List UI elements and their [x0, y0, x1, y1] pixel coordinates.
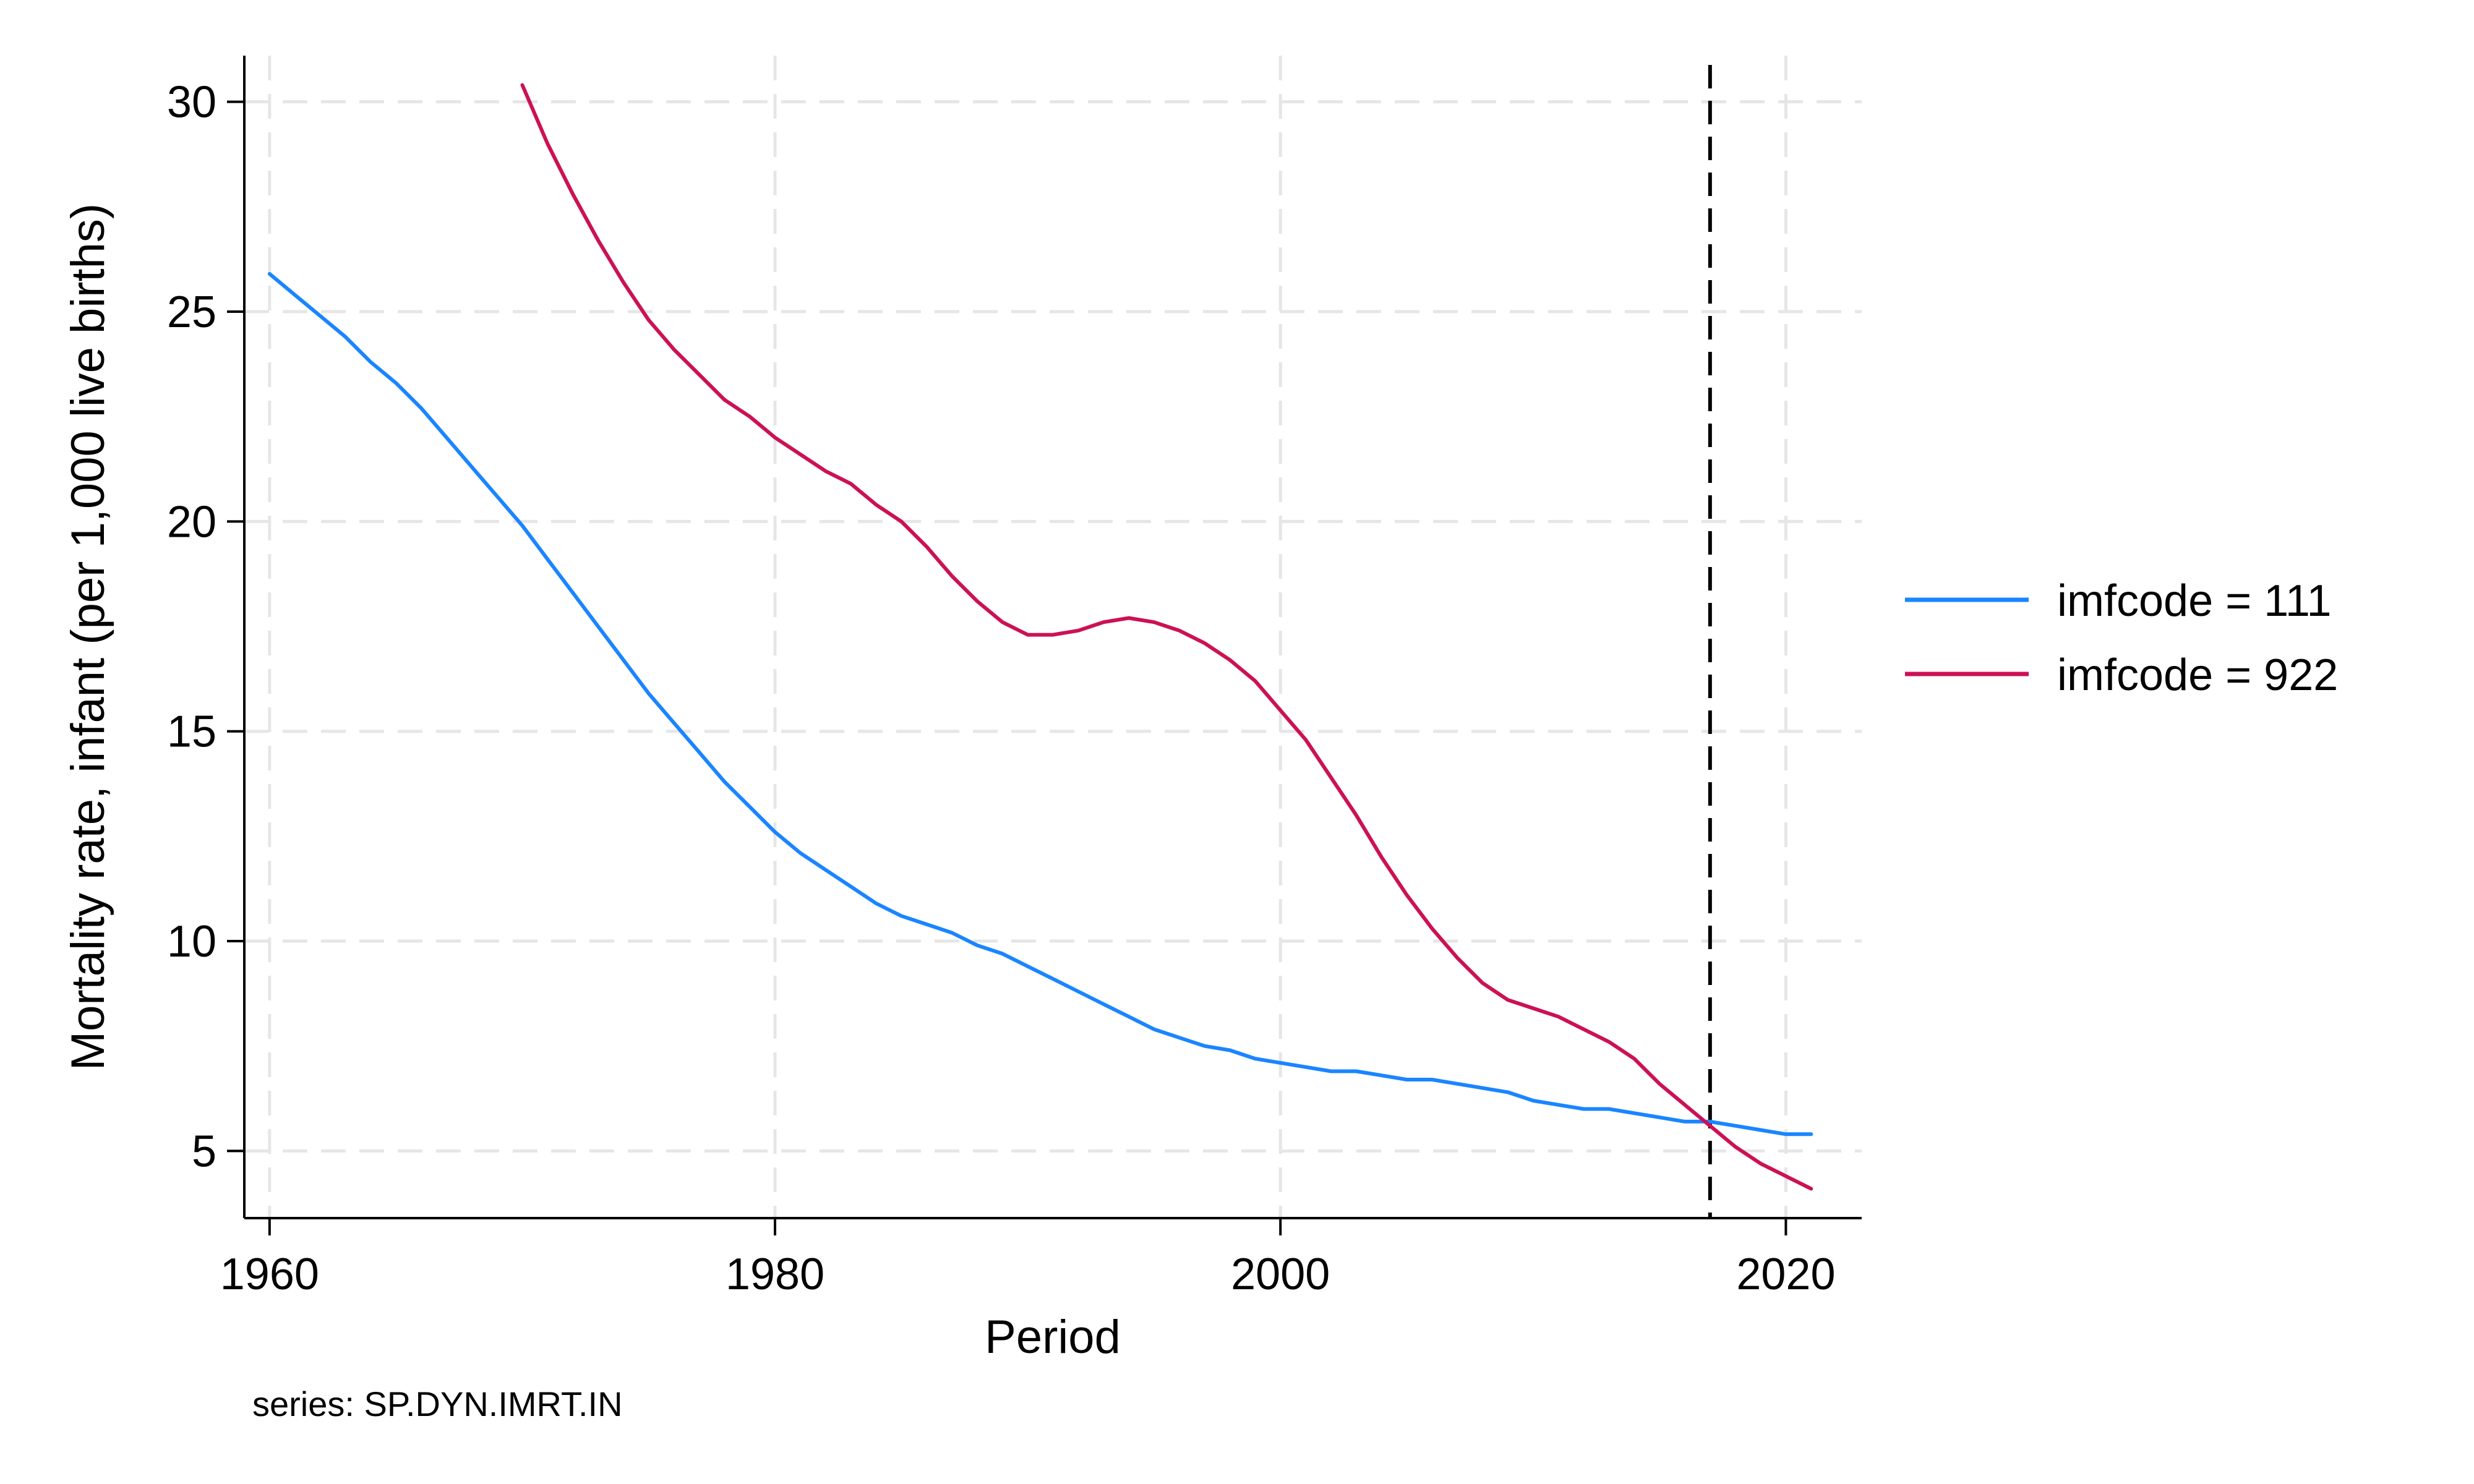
source-note: series: SP.DYN.IMRT.IN: [252, 1384, 623, 1423]
x-tick-label: 2020: [1736, 1250, 1835, 1299]
y-tick-label: 20: [167, 497, 216, 547]
x-tick-label: 1960: [220, 1250, 319, 1299]
x-tick-label: 1980: [726, 1250, 824, 1299]
y-tick-label: 15: [167, 707, 216, 757]
y-tick-label: 30: [167, 78, 216, 127]
gridlines: [244, 56, 1862, 1218]
series-line-2: [520, 83, 1813, 1191]
y-axis-title: Mortality rate, infant (per 1,000 live b…: [62, 203, 114, 1070]
axes: 5 10 15 20 25 30 1960 1980 2000 2020: [167, 56, 1862, 1299]
y-tick-label: 5: [192, 1127, 216, 1176]
y-tick-label: 25: [167, 288, 216, 337]
series-line-1: [267, 271, 1813, 1136]
series-lines: [267, 83, 1813, 1191]
legend: imfcode = 111 imfcode = 922: [1905, 576, 2338, 700]
legend-label-series-1: imfcode = 111: [2057, 576, 2332, 626]
x-tick-label: 2000: [1231, 1250, 1330, 1299]
x-axis-title: Period: [985, 1311, 1121, 1363]
legend-label-series-2: imfcode = 922: [2057, 650, 2338, 700]
y-tick-label: 10: [167, 917, 216, 966]
